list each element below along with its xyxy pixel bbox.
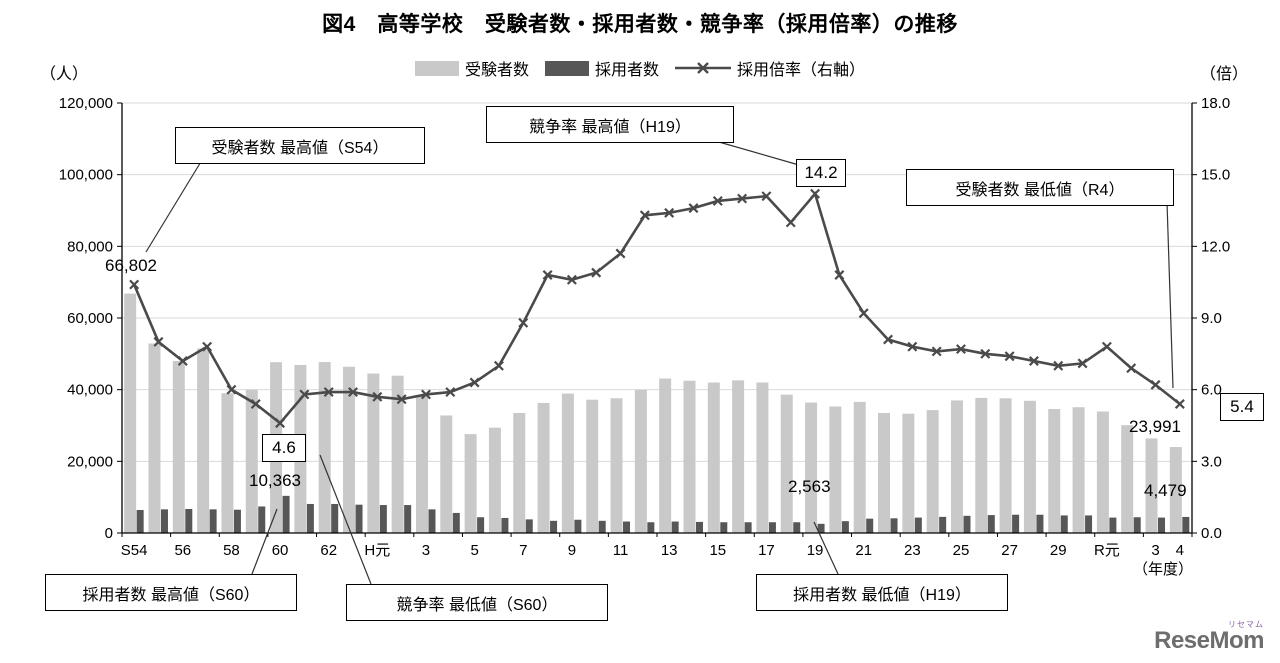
value-saiyosha-last: 4,479: [1144, 481, 1187, 500]
value-kyosoritsu-min: 4.6: [262, 434, 306, 462]
svg-text:15: 15: [709, 542, 726, 559]
svg-text:20,000: 20,000: [67, 453, 113, 470]
svg-text:17: 17: [758, 542, 775, 559]
svg-text:3.0: 3.0: [1201, 453, 1222, 470]
svg-text:40,000: 40,000: [67, 382, 113, 399]
value-kyosoritsu-max: 14.2: [796, 159, 846, 187]
annotation-jukensha-min: 受験者数 最低値（R4）: [906, 169, 1174, 206]
svg-text:R元: R元: [1094, 542, 1120, 559]
chart-title: 図4 高等学校 受験者数・採用者数・競争率（採用倍率）の推移: [322, 13, 958, 36]
svg-text:0.0: 0.0: [1201, 525, 1222, 542]
svg-text:21: 21: [855, 542, 872, 559]
chart-canvas: 0 20,000 40,000 60,000 80,000 100,000 120,000 0…: [59, 95, 1230, 585]
chart-legend: 受験者数 採用者数 採用倍率（右軸）: [0, 56, 1280, 80]
value-jukensha-max: 66,802: [105, 256, 157, 275]
value-saiyosha-max: 10,363: [249, 471, 301, 490]
svg-text:S54: S54: [121, 542, 148, 559]
svg-text:9: 9: [568, 542, 576, 559]
svg-text:23: 23: [904, 542, 921, 559]
svg-text:13: 13: [661, 542, 678, 559]
svg-text:9.0: 9.0: [1201, 310, 1222, 327]
svg-text:4: 4: [1176, 542, 1184, 559]
svg-text:11: 11: [613, 542, 629, 559]
legend-item-saiyosha: 採用者数: [544, 56, 659, 80]
svg-text:100,000: 100,000: [59, 167, 113, 184]
svg-text:19: 19: [807, 542, 824, 559]
annotation-kyosoritsu-min: 競争率 最低値（S60）: [346, 584, 608, 621]
value-jukensha-min: 23,991: [1129, 417, 1181, 436]
svg-text:120,000: 120,000: [59, 95, 113, 112]
svg-text:60: 60: [272, 542, 289, 559]
value-kyosoritsu-last: 5.4: [1220, 393, 1264, 421]
svg-text:3: 3: [1151, 542, 1159, 559]
legend-item-jukensha: 受験者数: [414, 56, 529, 80]
legend-label-bairitsu: 採用倍率（右軸）: [737, 62, 866, 79]
annotation-saiyosha-min: 採用者数 最低値（H19）: [756, 574, 1008, 611]
svg-text:3: 3: [422, 542, 430, 559]
legend-item-bairitsu: 採用倍率（右軸）: [675, 56, 865, 80]
annotation-jukensha-max: 受験者数 最高値（S54）: [175, 127, 425, 164]
svg-text:60,000: 60,000: [67, 310, 113, 327]
jukensha-swatch-icon: [414, 60, 459, 76]
svg-text:5: 5: [470, 542, 478, 559]
svg-text:18.0: 18.0: [1201, 95, 1230, 112]
right-axis-unit: （倍）: [1200, 66, 1249, 83]
resemom-logo: リセマム ReseMom: [1154, 620, 1264, 655]
left-axis-unit: （人）: [40, 66, 89, 83]
svg-text:12.0: 12.0: [1201, 238, 1230, 255]
svg-text:25: 25: [953, 542, 970, 559]
svg-text:15.0: 15.0: [1201, 167, 1230, 184]
svg-text:80,000: 80,000: [67, 238, 113, 255]
resemom-logo-katakana: リセマム: [1228, 620, 1264, 629]
svg-text:7: 7: [519, 542, 527, 559]
saiyosha-swatch-icon: [544, 60, 589, 76]
svg-text:58: 58: [223, 542, 240, 559]
value-saiyosha-min: 2,563: [788, 477, 831, 496]
svg-text:H元: H元: [364, 542, 390, 559]
svg-text:56: 56: [174, 542, 191, 559]
svg-text:29: 29: [1050, 542, 1067, 559]
svg-text:62: 62: [320, 542, 337, 559]
annotation-kyosoritsu-max: 競争率 最高値（H19）: [486, 106, 734, 143]
legend-label-saiyosha: 採用者数: [594, 62, 659, 79]
line-marker-sample-icon: [675, 60, 731, 76]
x-axis-note: （年度）: [1133, 561, 1194, 578]
annotation-saiyosha-max: 採用者数 最高値（S60）: [45, 574, 297, 611]
svg-text:0: 0: [105, 525, 113, 542]
resemom-logo-text: ReseMom: [1154, 627, 1264, 654]
svg-text:6.0: 6.0: [1201, 382, 1222, 399]
legend-label-jukensha: 受験者数: [464, 62, 529, 79]
svg-text:27: 27: [1001, 542, 1018, 559]
